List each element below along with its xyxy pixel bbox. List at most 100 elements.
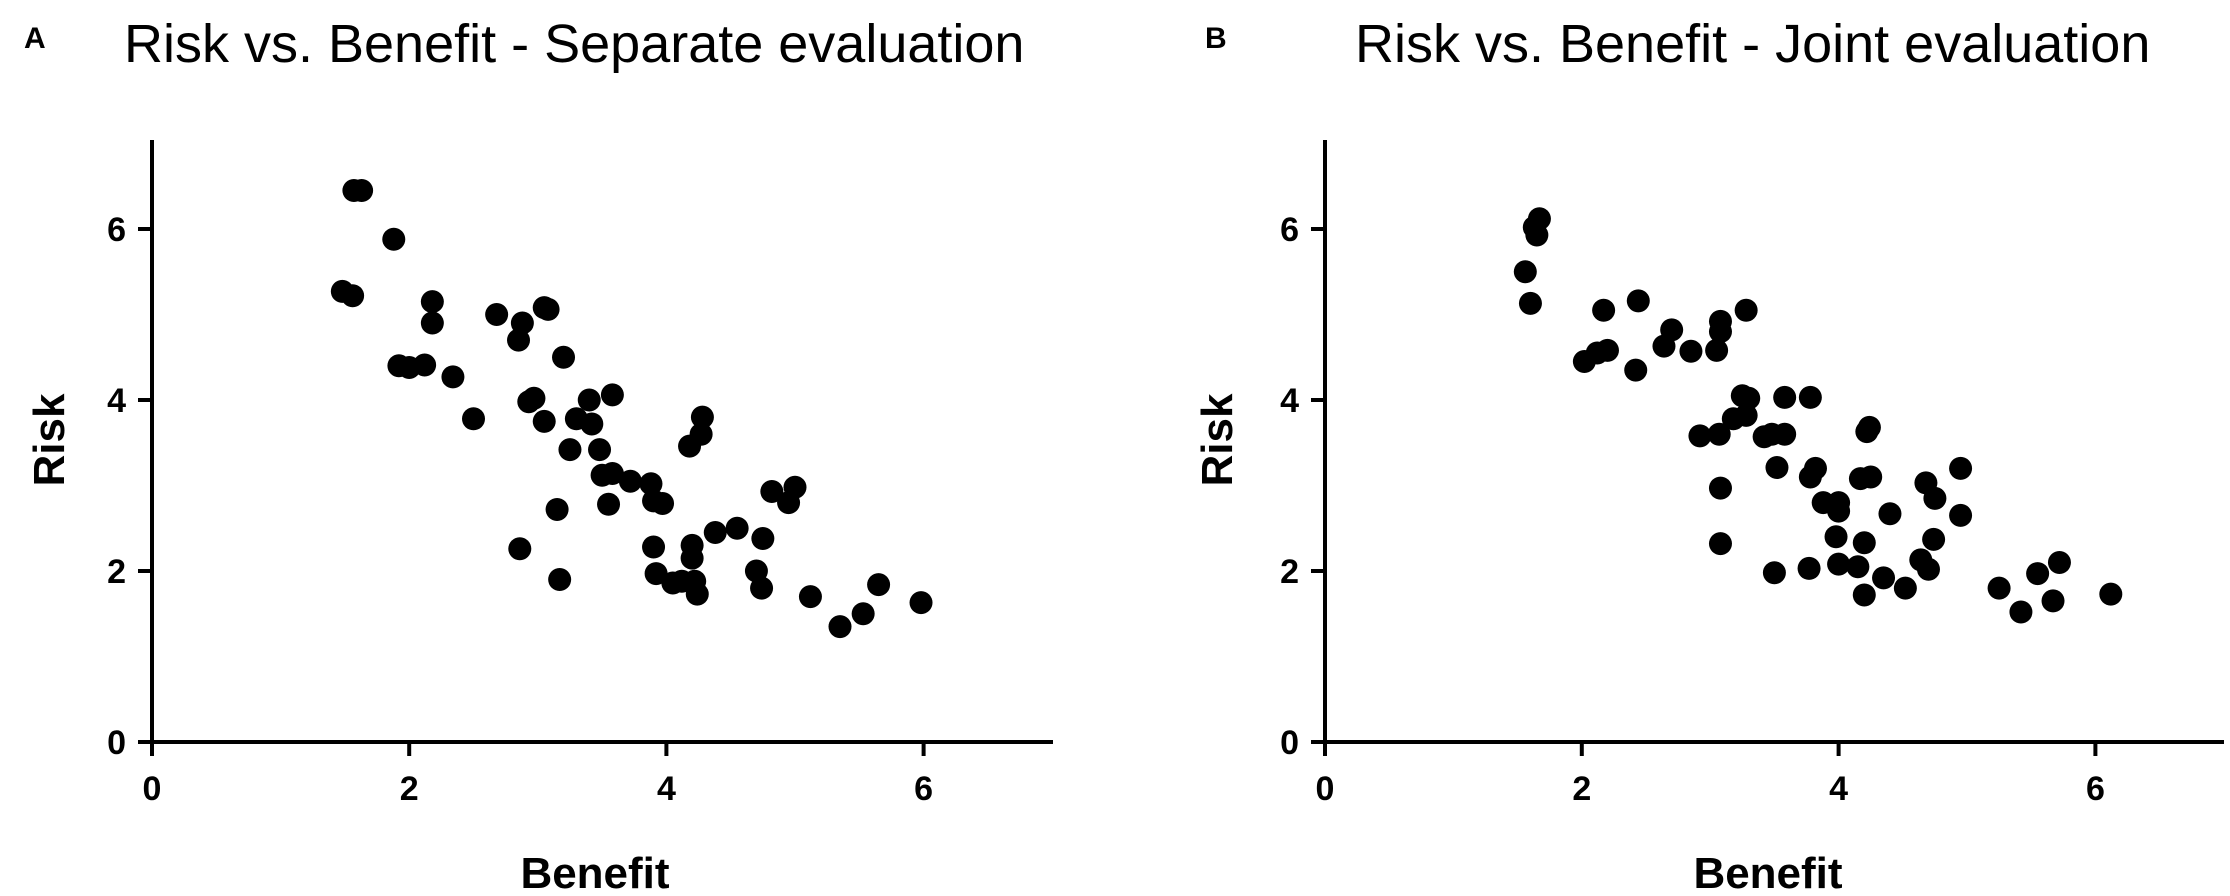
- data-point-b: [1855, 420, 1879, 444]
- data-point-b: [1824, 525, 1848, 549]
- data-point-a: [851, 602, 875, 626]
- y-tick-label-a: 0: [107, 724, 126, 762]
- x-tick-label-a: 6: [914, 770, 933, 808]
- data-point-b: [1922, 527, 1946, 551]
- data-point-b: [2026, 562, 2050, 586]
- data-point-b: [1827, 499, 1851, 523]
- y-tick-label-b: 4: [1280, 382, 1299, 420]
- data-point-b: [1893, 576, 1917, 600]
- y-axis-label-a: Risk: [25, 393, 74, 486]
- chart-title-b: Risk vs. Benefit - Joint evaluation: [1355, 14, 2150, 74]
- data-point-a: [508, 537, 532, 561]
- data-point-a: [588, 438, 612, 462]
- x-tick-label-b: 4: [1829, 770, 1848, 808]
- data-point-a: [798, 585, 822, 609]
- x-tick-label-a: 2: [400, 770, 419, 808]
- data-point-b: [1705, 338, 1729, 362]
- data-point-b: [1846, 555, 1870, 579]
- data-point-b: [1525, 223, 1549, 247]
- chart-panel-b: B Risk vs. Benefit - Joint evaluation Be…: [1193, 14, 2224, 896]
- data-point-a: [548, 568, 572, 592]
- data-point-b: [1827, 552, 1851, 576]
- data-point-b: [1708, 309, 1732, 333]
- y-tick-label-b: 2: [1280, 553, 1299, 591]
- data-point-a: [600, 462, 624, 486]
- x-axis-label-b: Benefit: [1693, 849, 1842, 896]
- panel-letter-a: A: [24, 22, 46, 55]
- data-point-b: [1852, 583, 1876, 607]
- data-point-a: [510, 311, 534, 335]
- data-point-a: [341, 284, 365, 308]
- data-point-a: [420, 290, 444, 314]
- data-point-a: [558, 438, 582, 462]
- data-point-a: [577, 388, 601, 412]
- x-axis-label-a: Benefit: [520, 849, 669, 896]
- data-point-b: [1949, 503, 1973, 527]
- data-point-a: [420, 311, 444, 335]
- data-point-b: [1916, 557, 1940, 581]
- data-point-b: [2041, 589, 2065, 613]
- data-point-b: [1626, 289, 1650, 313]
- data-point-b: [2099, 582, 2123, 606]
- x-tick-label-a: 4: [657, 770, 676, 808]
- data-point-b: [1923, 486, 1947, 510]
- y-tick-label-b: 0: [1280, 724, 1299, 762]
- data-point-a: [760, 479, 784, 503]
- data-point-b: [1762, 561, 1786, 585]
- chart-title-a: Risk vs. Benefit - Separate evaluation: [124, 14, 1024, 74]
- data-point-a: [685, 582, 709, 606]
- chart-panel-a: A Risk vs. Benefit - Separate evaluation…: [24, 14, 1053, 896]
- data-point-a: [909, 591, 933, 615]
- x-tick-label-b: 2: [1572, 770, 1591, 808]
- data-point-a: [703, 521, 727, 545]
- data-point-b: [1688, 424, 1712, 448]
- x-tick-label-b: 0: [1316, 770, 1335, 808]
- data-point-a: [580, 412, 604, 436]
- data-point-a: [507, 328, 531, 352]
- data-point-b: [1872, 566, 1896, 590]
- y-tick-label-a: 4: [107, 382, 126, 420]
- data-point-a: [600, 383, 624, 407]
- data-point-b: [1624, 358, 1648, 382]
- data-point-a: [597, 492, 621, 516]
- data-point-b: [1765, 456, 1789, 480]
- data-point-b: [2009, 600, 2033, 624]
- data-point-b: [1987, 576, 2011, 600]
- panel-letter-b: B: [1205, 22, 1227, 55]
- data-point-b: [1803, 456, 1827, 480]
- data-point-a: [828, 615, 852, 639]
- data-point-a: [485, 303, 509, 326]
- data-point-a: [867, 573, 891, 597]
- data-point-b: [1595, 338, 1619, 362]
- x-tick-label-b: 6: [2086, 770, 2105, 808]
- data-point-a: [750, 576, 774, 600]
- data-point-b: [1708, 476, 1732, 500]
- x-tick-label-a: 0: [143, 770, 162, 808]
- data-point-a: [413, 353, 437, 377]
- data-point-b: [1708, 532, 1732, 556]
- data-point-b: [1513, 260, 1537, 284]
- data-point-a: [689, 422, 713, 446]
- data-point-a: [462, 407, 485, 431]
- data-point-b: [1518, 291, 1542, 315]
- data-point-b: [1721, 407, 1745, 431]
- data-point-a: [552, 345, 576, 369]
- y-tick-label-a: 6: [107, 211, 126, 249]
- data-point-a: [350, 179, 374, 203]
- data-point-a: [618, 469, 642, 493]
- data-point-a: [441, 365, 465, 389]
- data-point-b: [1852, 531, 1876, 555]
- data-point-b: [1798, 385, 1822, 409]
- data-point-a: [783, 475, 807, 499]
- data-point-a: [545, 497, 569, 521]
- data-point-b: [1737, 386, 1761, 410]
- data-point-b: [1878, 502, 1902, 526]
- data-point-a: [639, 472, 663, 496]
- y-axis-label-b: Risk: [1193, 393, 1242, 486]
- data-point-a: [680, 546, 704, 570]
- y-tick-label-b: 6: [1280, 211, 1299, 249]
- data-point-a: [522, 386, 546, 410]
- data-point-b: [1592, 298, 1616, 322]
- data-point-b: [1734, 298, 1758, 322]
